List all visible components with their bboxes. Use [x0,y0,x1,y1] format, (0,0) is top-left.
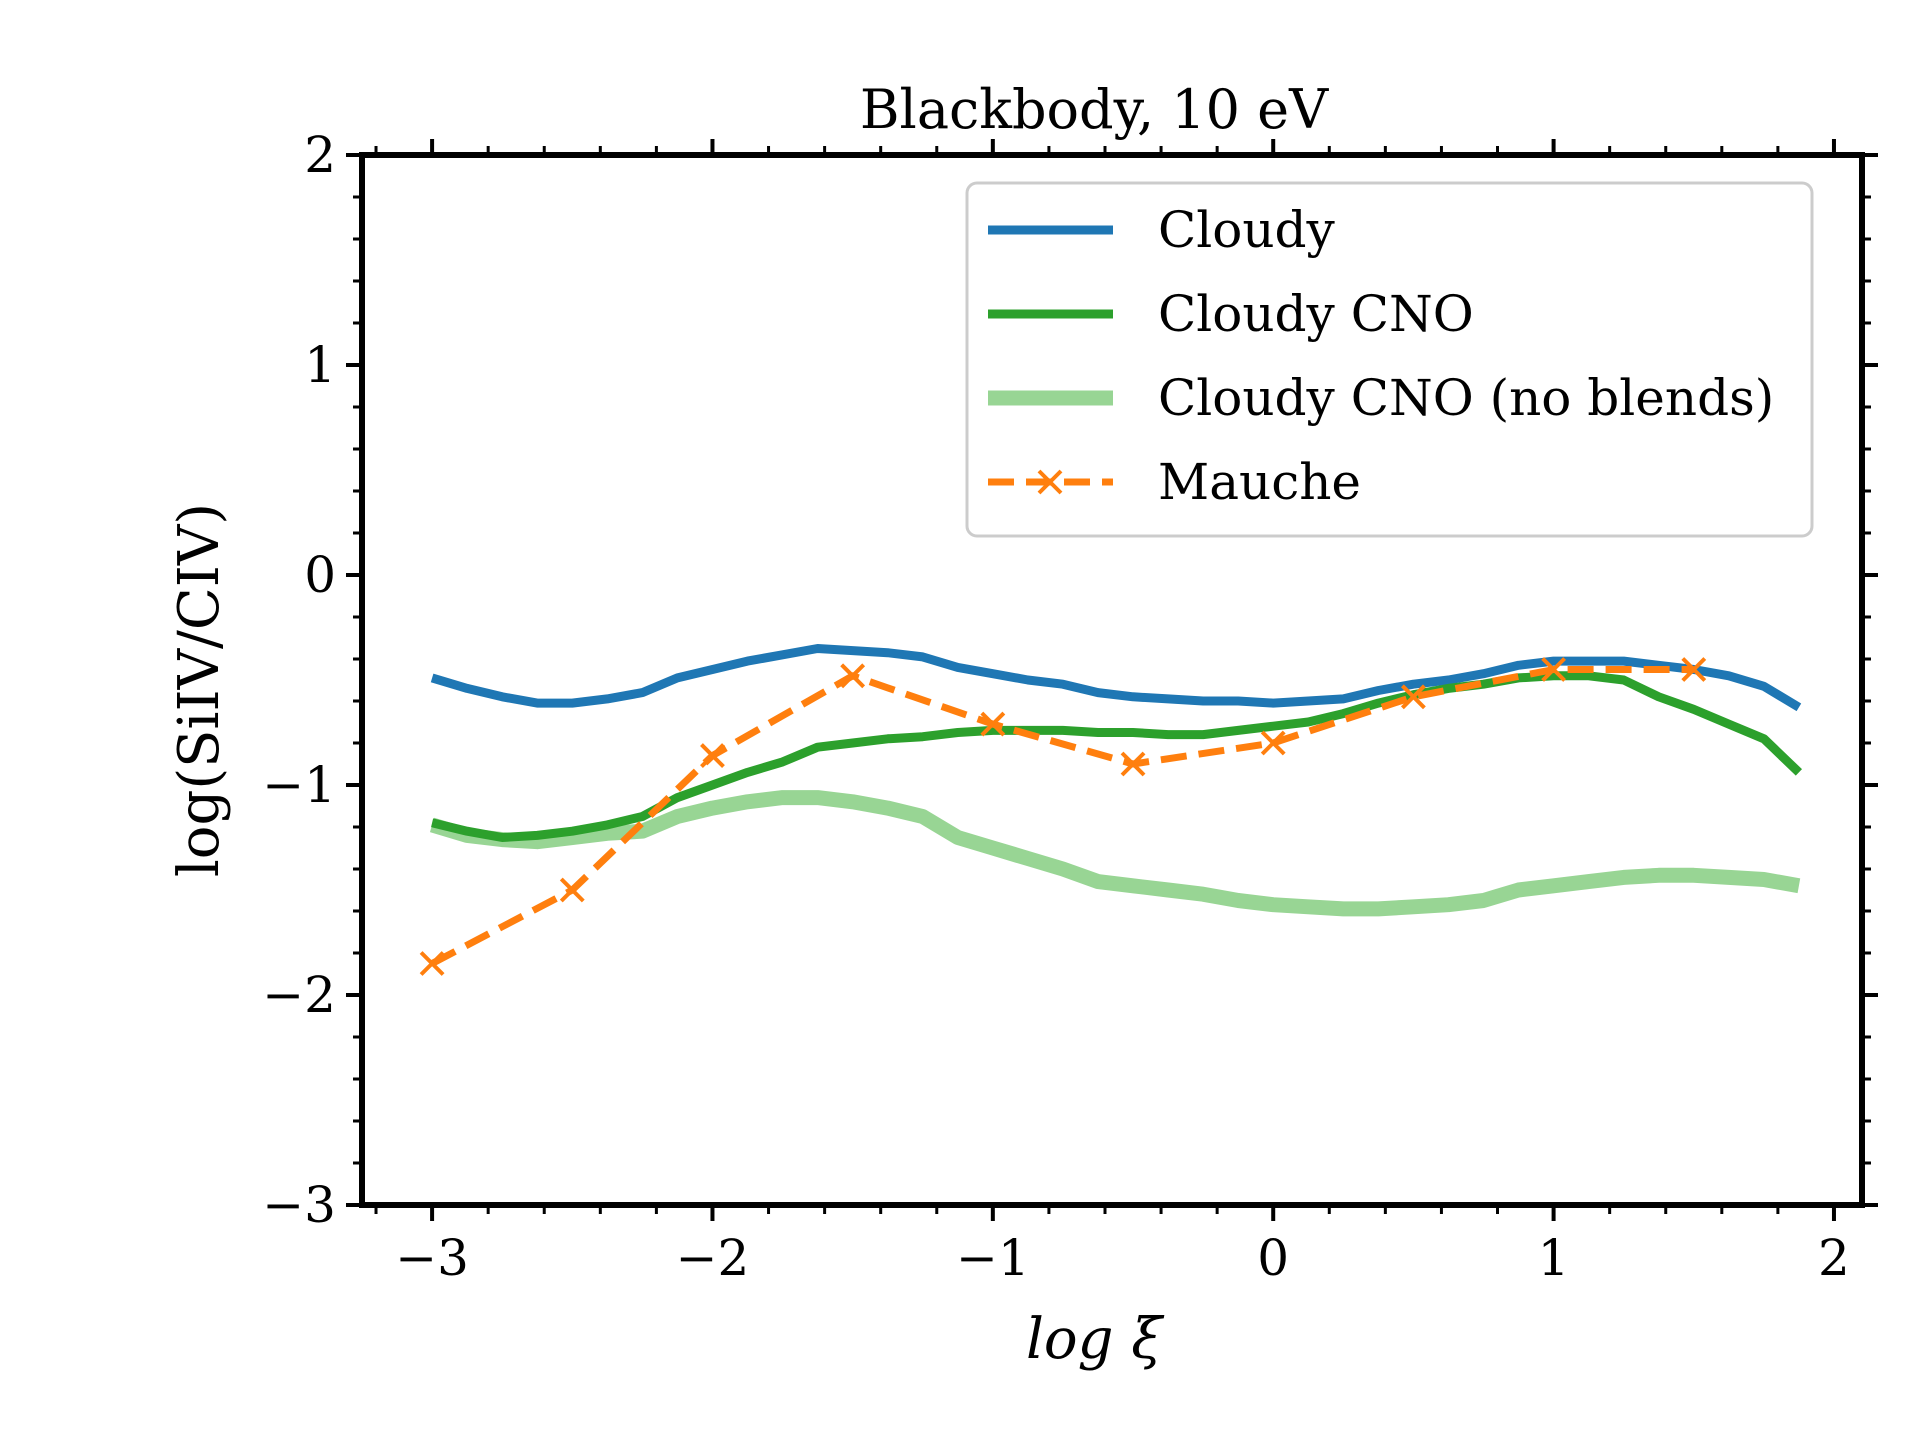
axes: −3 −2 −1 0 1 2 −3 −2 −1 0 1 2 [262,126,1878,1287]
legend-entry: Cloudy [988,201,1336,259]
y-tick-label: −3 [262,1176,336,1234]
x-axis-label: log ξ [1026,1307,1165,1372]
y-tick-label: 2 [304,126,336,184]
x-tick-label: 2 [1818,1229,1850,1287]
data-point-marker [559,877,585,903]
series-line [430,644,1802,712]
legend-label: Mauche [1158,453,1361,511]
series-line [431,671,1803,842]
data-point-marker [980,711,1006,737]
data-point-marker [1120,751,1146,777]
series-cloudy-cno-no-blends [429,790,1801,917]
y-tick-label: 0 [304,546,336,604]
series-cloudy [430,644,1802,712]
x-tick-label: −3 [395,1229,469,1287]
y-axis-label: log(SiIV/CIV) [167,503,232,877]
y-tick-label: 1 [304,336,336,394]
data-point-marker [1260,730,1286,756]
legend-entry: Mauche [988,453,1361,511]
legend-box [965,181,1814,538]
series-line [429,790,1801,917]
series-line [430,666,1694,967]
legend: Cloudy Cloudy CNO Cloudy CNO (no blends) Ma… [965,181,1814,538]
x-tick-label: 1 [1538,1229,1570,1287]
x-tick-label: 0 [1257,1229,1289,1287]
axes-frame [359,152,1865,1208]
legend-label: Cloudy [1158,201,1336,259]
data-point-marker [700,743,725,769]
data-point-marker [1400,684,1426,710]
legend-entry: Cloudy CNO (no blends) [988,369,1774,427]
series-mauche [419,657,1707,976]
data-point-marker [1541,657,1567,682]
data-point-marker [840,663,866,689]
y-tick-label: −1 [262,756,336,814]
chart-title: Blackbody, 10 eV [860,78,1329,141]
legend-label: Cloudy CNO (no blends) [1158,369,1774,427]
data-point-marker [419,951,445,976]
legend-entry: Cloudy CNO [988,285,1474,343]
plot-area [419,644,1803,976]
x-tick-label: −2 [676,1229,750,1287]
legend-label: Cloudy CNO [1158,285,1474,343]
legend-marker [1037,469,1063,495]
data-point-marker [1681,657,1707,682]
y-tick-label: −2 [262,966,336,1024]
x-tick-label: −1 [956,1229,1030,1287]
series-cloudy-cno [431,671,1803,842]
